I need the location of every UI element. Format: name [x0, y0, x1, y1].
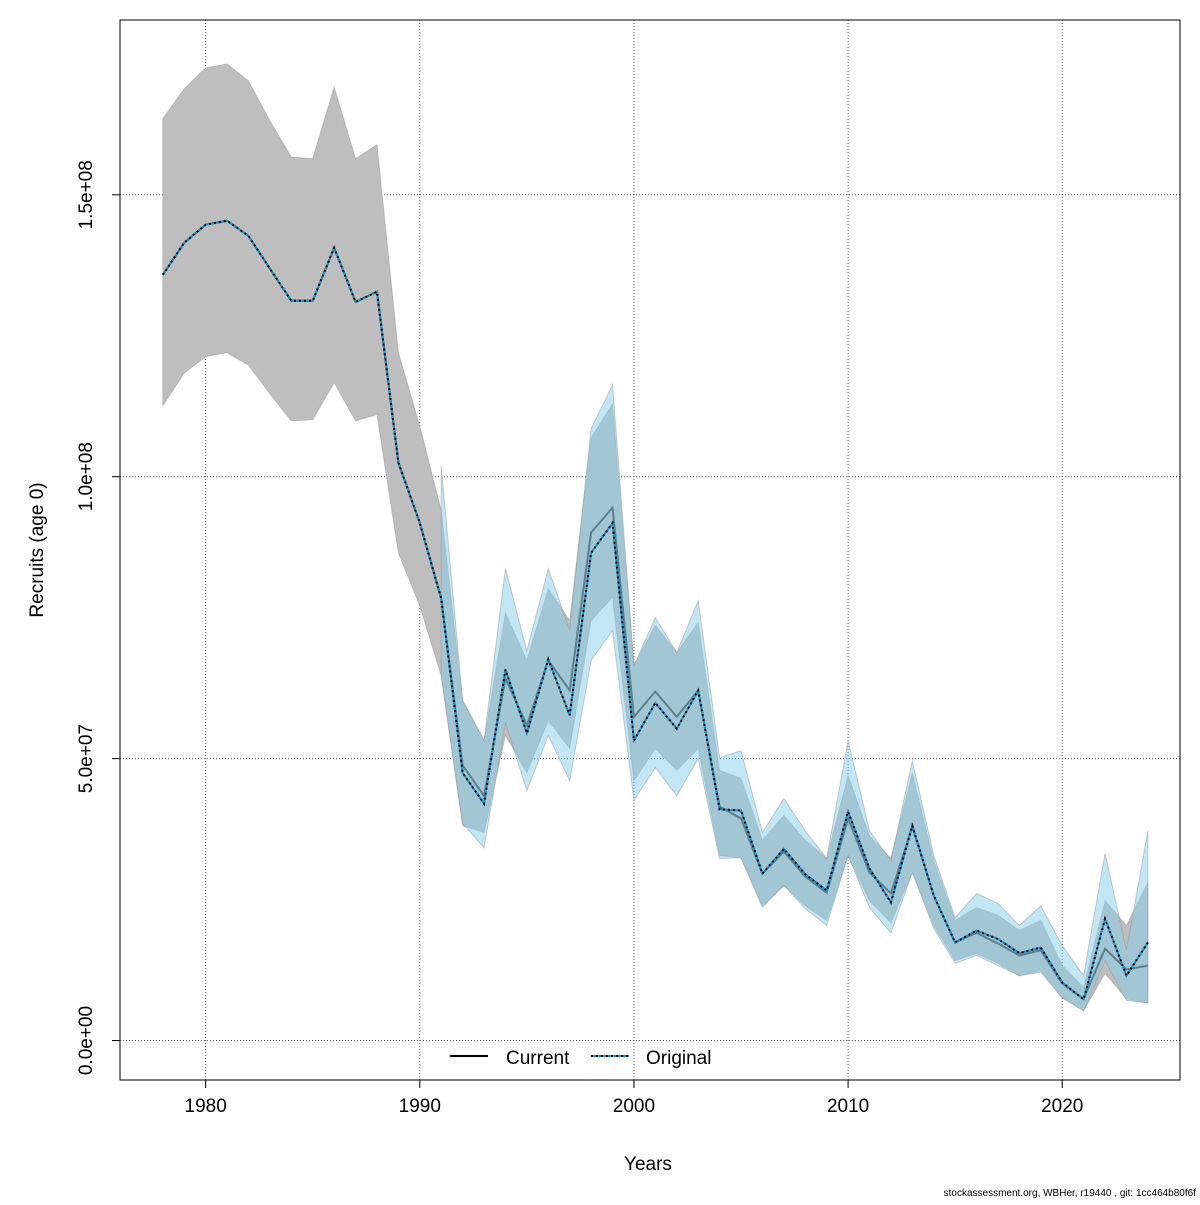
y-tick-label: 1.5e+08	[76, 160, 97, 229]
x-axis: 1980 1990 2000 2010 2020	[185, 1079, 1083, 1117]
legend-current-label: Current	[506, 1048, 570, 1069]
legend: Current Original	[450, 1048, 711, 1069]
y-axis: 0.0e+00 5.0e+07 1.0e+08 1.5e+08	[76, 160, 120, 1075]
original-confidence-band	[440, 382, 1149, 1012]
y-tick-label: 0.0e+00	[76, 1006, 97, 1075]
original-line-group	[161, 219, 1149, 1002]
original-line	[161, 219, 1149, 1002]
x-tick-label: 2010	[827, 1096, 869, 1117]
x-tick-label: 1990	[399, 1096, 441, 1117]
x-tick-label: 1980	[185, 1096, 227, 1117]
legend-original-label: Original	[646, 1048, 711, 1069]
y-tick-label: 1.0e+08	[76, 442, 97, 511]
x-axis-label: Years	[624, 1154, 672, 1175]
current-confidence-band	[162, 63, 1149, 1012]
x-tick-label: 2020	[1041, 1096, 1083, 1117]
original-band-group	[440, 382, 1149, 1012]
current-band-group	[162, 63, 1149, 1012]
y-axis-label: Recruits (age 0)	[27, 482, 48, 617]
x-tick-label: 2000	[613, 1096, 655, 1117]
y-tick-label: 5.0e+07	[76, 724, 97, 793]
footer-note: stockassessment.org, WBHer, r19440 , git…	[944, 1188, 1197, 1199]
